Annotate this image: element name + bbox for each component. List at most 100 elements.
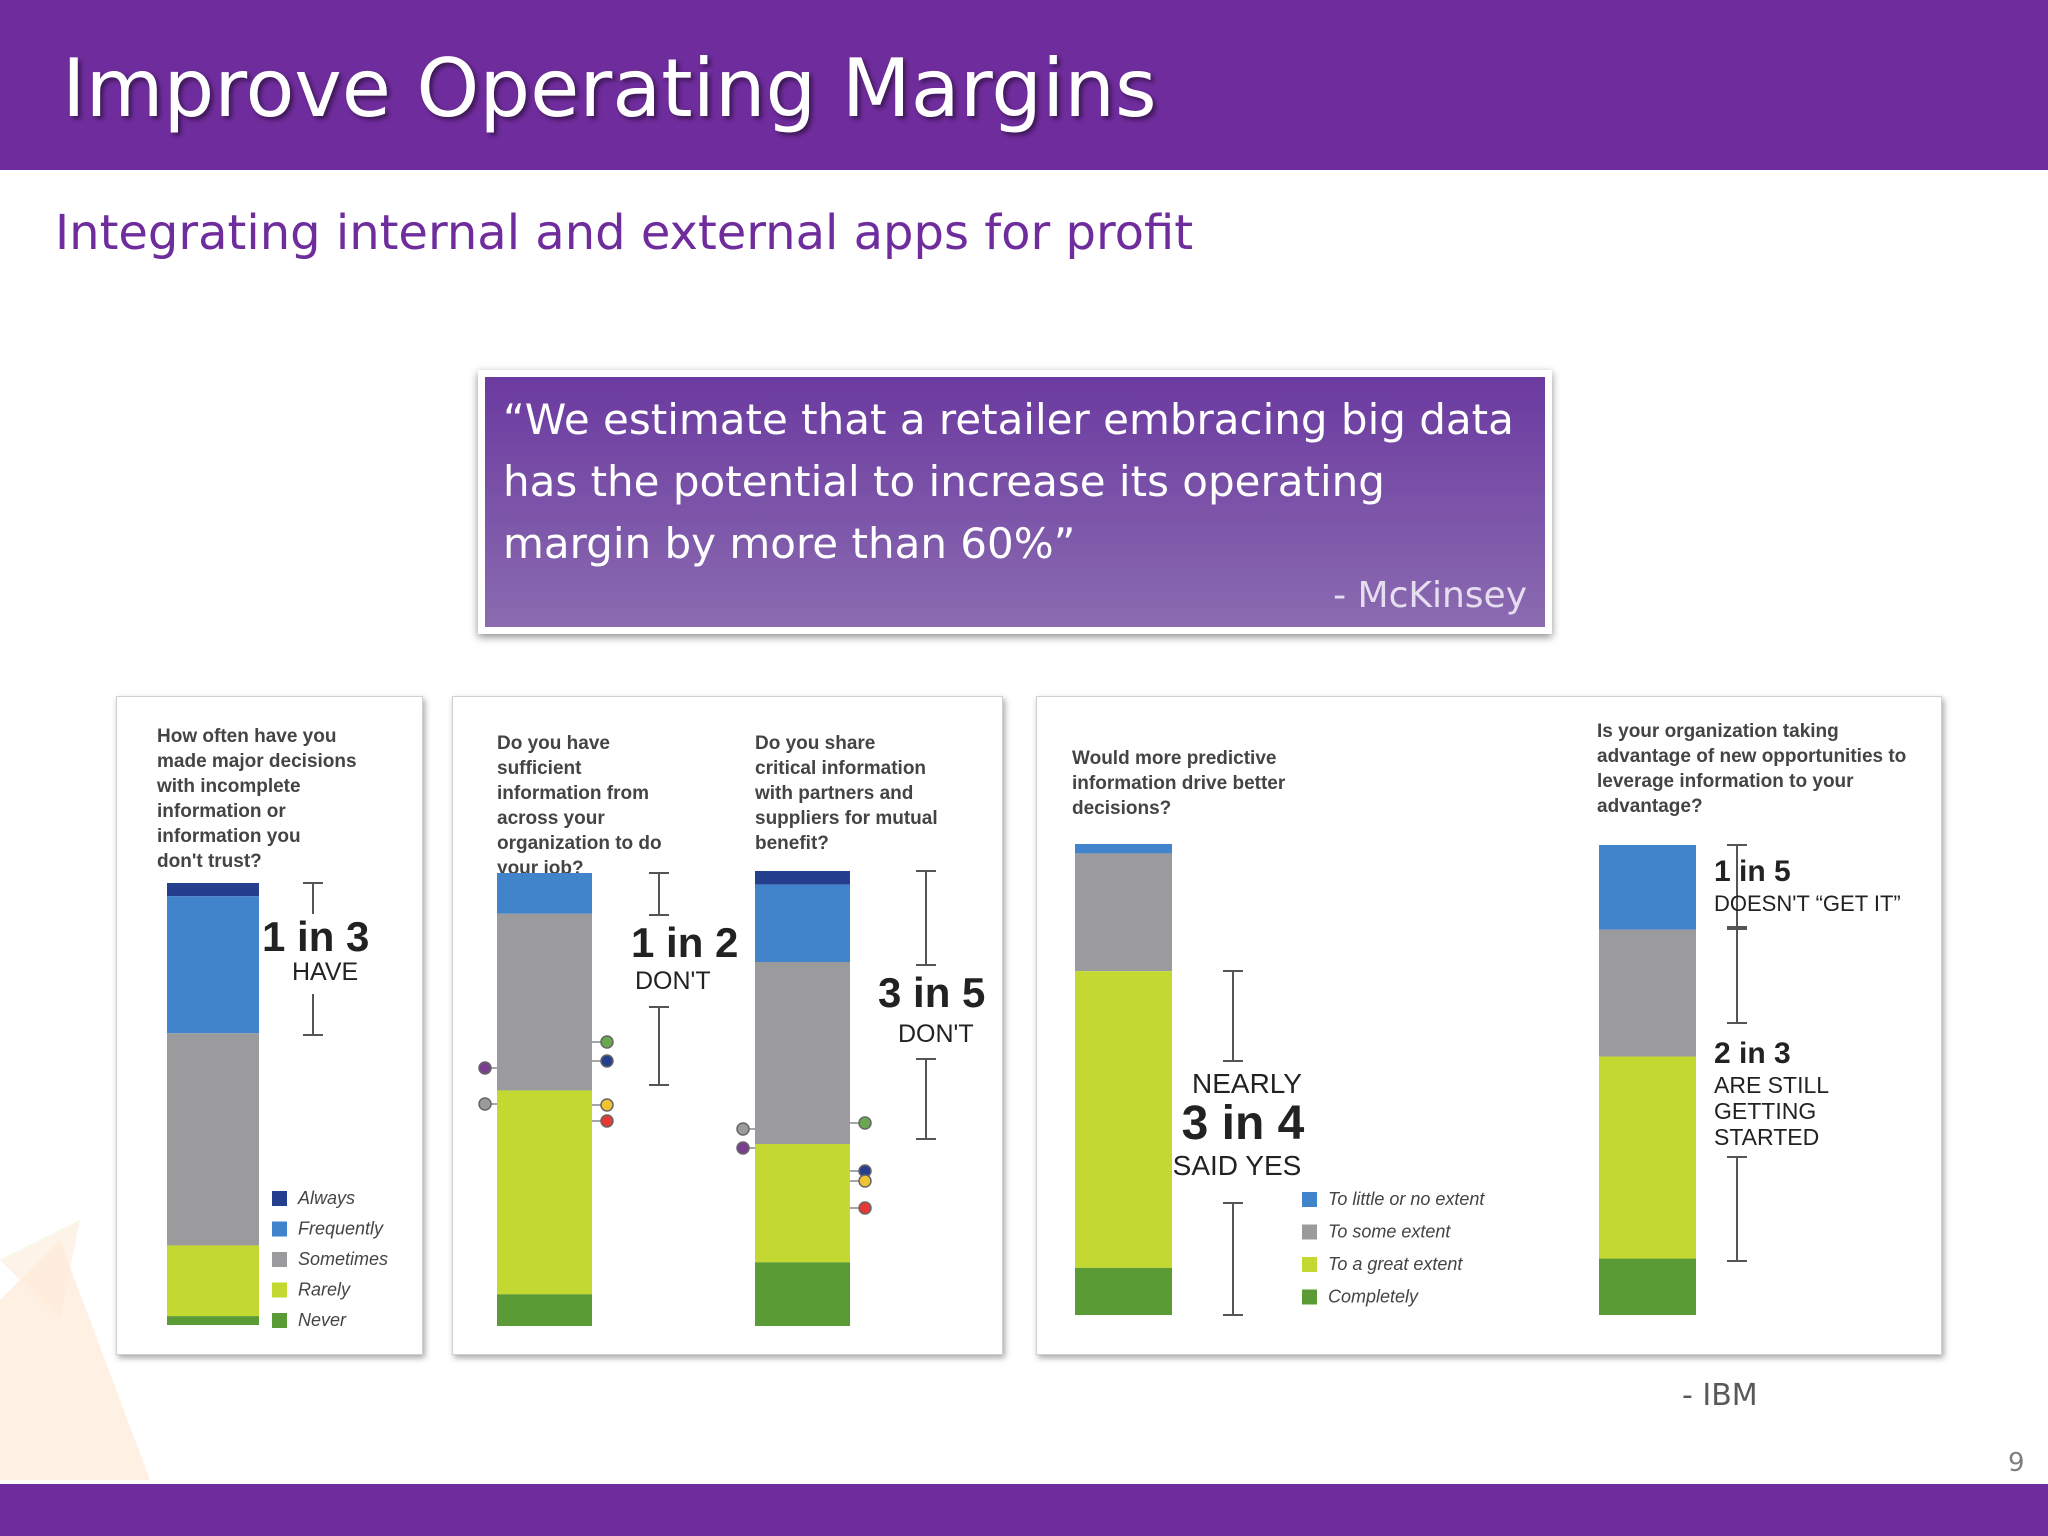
annotation-small-opportunities-2-line-0: ARE STILL bbox=[1714, 1072, 1829, 1098]
legend-decisions-label-0: Always bbox=[297, 1188, 355, 1208]
bar-segment-1-4 bbox=[167, 1316, 259, 1325]
marker-dot-3 bbox=[600, 1035, 614, 1049]
bar-segment-1-1 bbox=[167, 896, 259, 1034]
bar-segment-1-3 bbox=[167, 1245, 259, 1317]
bar-segment-4-1 bbox=[1075, 853, 1172, 972]
question-share-info: benefit? bbox=[755, 833, 829, 854]
question-opportunities: leverage information to your bbox=[1597, 771, 1854, 792]
question-sufficient-info: information from bbox=[497, 783, 649, 804]
annotation-top-predictive: NEARLY bbox=[1192, 1068, 1302, 1099]
legend-predictive-label-2: To a great extent bbox=[1328, 1254, 1463, 1274]
marker-dot-2 bbox=[478, 1097, 492, 1111]
marker-dot-11 bbox=[858, 1174, 872, 1188]
bar-segment-3-3 bbox=[755, 1144, 850, 1263]
bar-segment-2-3 bbox=[497, 1294, 592, 1326]
legend-decisions-swatch-2 bbox=[272, 1252, 287, 1267]
question-share-info: critical information bbox=[755, 758, 926, 779]
bar-segment-5-2 bbox=[1599, 1056, 1696, 1259]
bar-segment-2-2 bbox=[497, 1090, 592, 1295]
question-share-info: suppliers for mutual bbox=[755, 808, 938, 829]
marker-dot-7 bbox=[736, 1122, 750, 1136]
bar-segment-1-0 bbox=[167, 883, 259, 897]
annotation-small-opportunities-2-line-2: STARTED bbox=[1714, 1124, 1819, 1150]
legend-decisions-label-2: Sometimes bbox=[298, 1249, 388, 1269]
bar-segment-3-1 bbox=[755, 884, 850, 962]
question-decisions: with incomplete bbox=[156, 776, 301, 797]
legend-decisions-label-4: Never bbox=[298, 1310, 347, 1330]
question-predictive: decisions? bbox=[1072, 798, 1171, 819]
bar-segment-3-4 bbox=[755, 1262, 850, 1326]
annotation-small-predictive: SAID YES bbox=[1173, 1150, 1302, 1181]
marker-dot-9 bbox=[858, 1116, 872, 1130]
slide-title: Improve Operating Margins bbox=[62, 42, 1157, 135]
quote-text: “We estimate that a retailer embracing b… bbox=[503, 395, 1514, 568]
bar-segment-5-0 bbox=[1599, 845, 1696, 930]
legend-predictive-label-0: To little or no extent bbox=[1328, 1189, 1485, 1209]
marker-dot-1 bbox=[478, 1061, 492, 1075]
chart-decisions: How often have you made major decisions wi… bbox=[156, 726, 388, 1330]
annotation-small-opportunities-2-line-1: GETTING bbox=[1714, 1098, 1816, 1124]
bar-segment-4-3 bbox=[1075, 1267, 1172, 1315]
annotation-big-share-info: 3 in 5 bbox=[878, 969, 985, 1016]
bar-segment-3-0 bbox=[755, 871, 850, 885]
chart-source: - IBM bbox=[1682, 1378, 1758, 1413]
slide-subtitle: Integrating internal and external apps f… bbox=[55, 205, 1194, 261]
annotation-big-decisions: 1 in 3 bbox=[262, 913, 369, 960]
question-sufficient-info: organization to do bbox=[497, 833, 662, 854]
marker-dot-5 bbox=[600, 1098, 614, 1112]
marker-dot-4 bbox=[600, 1054, 614, 1068]
question-share-info: with partners and bbox=[754, 783, 913, 804]
chart-information-sharing: Do you have sufficient information from acr… bbox=[478, 733, 985, 1326]
legend-decisions-swatch-1 bbox=[272, 1221, 287, 1237]
chart-panel-information-sharing: Do you have sufficient information from acr… bbox=[452, 696, 1003, 1355]
annotation-big-opportunities-2: 2 in 3 bbox=[1714, 1037, 1791, 1070]
chart-panel-predictive: Would more predictive information drive b… bbox=[1036, 696, 1942, 1355]
annotation-small-decisions: HAVE bbox=[292, 958, 358, 986]
bar-segment-5-3 bbox=[1599, 1258, 1696, 1315]
legend-predictive-swatch-3 bbox=[1302, 1289, 1317, 1305]
legend-predictive-label-3: Completely bbox=[1328, 1287, 1419, 1307]
annotation-big-opportunities-1: 1 in 5 bbox=[1714, 855, 1791, 888]
legend-decisions-label-1: Frequently bbox=[298, 1219, 384, 1239]
question-decisions: made major decisions bbox=[157, 751, 357, 772]
legend-decisions-swatch-4 bbox=[272, 1313, 287, 1328]
question-sufficient-info: Do you have bbox=[497, 733, 610, 754]
question-decisions: don't trust? bbox=[157, 851, 262, 872]
question-decisions: information you bbox=[157, 826, 301, 847]
chart-panel-decisions: How often have you made major decisions wi… bbox=[116, 696, 423, 1355]
bar-segment-5-1 bbox=[1599, 929, 1696, 1057]
question-share-info: Do you share bbox=[755, 733, 875, 754]
page-number: 9 bbox=[2008, 1448, 2025, 1478]
question-decisions: information or bbox=[157, 801, 286, 822]
decorative-watermark bbox=[0, 1220, 150, 1480]
bar-segment-4-0 bbox=[1075, 844, 1172, 854]
legend-decisions-swatch-3 bbox=[272, 1282, 287, 1298]
question-predictive: Would more predictive bbox=[1072, 748, 1276, 769]
bar-segment-1-2 bbox=[167, 1033, 259, 1246]
title-bar: Improve Operating Margins bbox=[0, 0, 2048, 170]
bar-segment-4-2 bbox=[1075, 971, 1172, 1268]
legend-decisions-label-3: Rarely bbox=[298, 1280, 351, 1300]
marker-dot-6 bbox=[600, 1114, 614, 1128]
question-sufficient-info: across your bbox=[497, 808, 605, 829]
quote-source: - McKinsey bbox=[1333, 575, 1527, 616]
question-predictive: information drive better bbox=[1072, 773, 1286, 794]
legend-predictive-swatch-2 bbox=[1302, 1257, 1317, 1272]
bar-segment-2-1 bbox=[497, 913, 592, 1091]
legend-predictive-swatch-0 bbox=[1302, 1192, 1317, 1207]
annotation-big-predictive: 3 in 4 bbox=[1182, 1097, 1305, 1150]
bar-segment-2-0 bbox=[497, 873, 592, 914]
footer-bar bbox=[0, 1484, 2048, 1536]
question-decisions: How often have you bbox=[157, 726, 336, 747]
marker-dot-12 bbox=[858, 1201, 872, 1215]
legend-predictive-label-1: To some extent bbox=[1328, 1222, 1451, 1242]
question-opportunities: Is your organization taking bbox=[1597, 721, 1839, 742]
bar-segment-3-2 bbox=[755, 962, 850, 1144]
bracket-gap-decisions bbox=[293, 914, 357, 994]
legend-predictive-swatch-1 bbox=[1302, 1224, 1317, 1240]
quote-box: “We estimate that a retailer embracing b… bbox=[478, 370, 1552, 634]
chart-predictive: Would more predictive information drive b… bbox=[1072, 721, 1906, 1316]
marker-dot-8 bbox=[736, 1141, 750, 1155]
question-sufficient-info: sufficient bbox=[497, 758, 582, 779]
legend-decisions-swatch-0 bbox=[272, 1191, 287, 1206]
